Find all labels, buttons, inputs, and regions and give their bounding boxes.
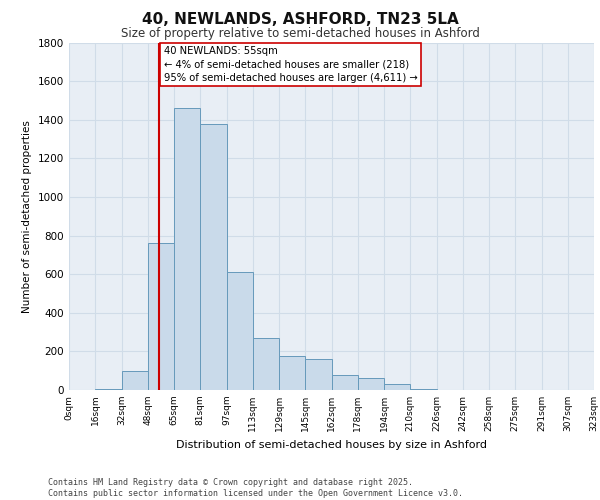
- Y-axis label: Number of semi-detached properties: Number of semi-detached properties: [22, 120, 32, 312]
- Text: Contains HM Land Registry data © Crown copyright and database right 2025.
Contai: Contains HM Land Registry data © Crown c…: [48, 478, 463, 498]
- Bar: [148, 244, 174, 390]
- Bar: [279, 356, 305, 390]
- Bar: [331, 374, 358, 390]
- Bar: [227, 272, 253, 390]
- Bar: [253, 338, 279, 390]
- Bar: [121, 370, 148, 390]
- Bar: [358, 378, 384, 390]
- Bar: [200, 124, 227, 390]
- Bar: [95, 389, 121, 390]
- Text: 40, NEWLANDS, ASHFORD, TN23 5LA: 40, NEWLANDS, ASHFORD, TN23 5LA: [142, 12, 458, 28]
- Bar: [410, 389, 437, 390]
- Text: Size of property relative to semi-detached houses in Ashford: Size of property relative to semi-detach…: [121, 28, 479, 40]
- Bar: [305, 359, 331, 390]
- X-axis label: Distribution of semi-detached houses by size in Ashford: Distribution of semi-detached houses by …: [176, 440, 487, 450]
- Bar: [384, 384, 410, 390]
- Text: 40 NEWLANDS: 55sqm
← 4% of semi-detached houses are smaller (218)
95% of semi-de: 40 NEWLANDS: 55sqm ← 4% of semi-detached…: [163, 46, 417, 83]
- Bar: [174, 108, 200, 390]
